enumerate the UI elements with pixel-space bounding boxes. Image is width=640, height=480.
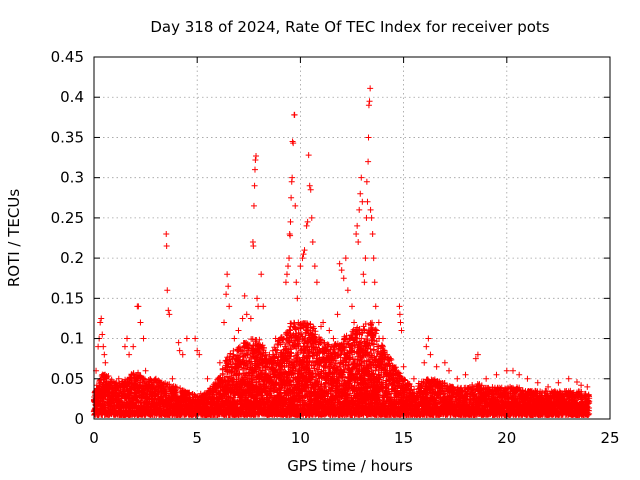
data-points — [90, 85, 593, 418]
roti-point — [263, 363, 270, 370]
roti-point — [135, 369, 142, 376]
roti-point — [249, 336, 256, 343]
roti-point — [227, 350, 234, 357]
roti-point — [173, 384, 180, 391]
roti-point — [140, 375, 147, 382]
roti-point — [230, 347, 237, 354]
roti-point — [164, 381, 171, 388]
roti-point — [116, 398, 123, 405]
roti-point — [166, 381, 173, 388]
